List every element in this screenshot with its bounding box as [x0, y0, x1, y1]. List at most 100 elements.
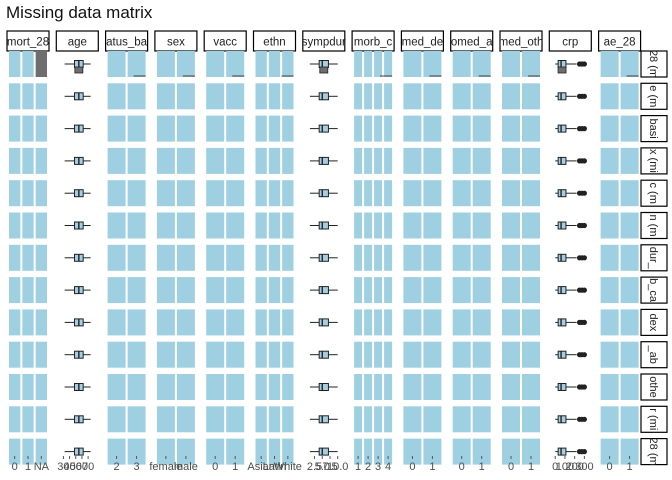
- outlier-crp-11-2: [581, 416, 587, 422]
- bar-comed_dexa-9-0: [403, 341, 422, 368]
- bar-comed_dexa-1-0: [403, 83, 422, 110]
- bar-comed_ab-11-1: [472, 406, 491, 433]
- bar-comorb_cat-7-3: [384, 277, 393, 304]
- row-strip-12: [640, 438, 668, 466]
- x-tick-label-ae_28-0: 0: [607, 461, 613, 473]
- bar-comorb_cat-8-0: [354, 309, 363, 336]
- bar-comed_other-3-0: [502, 147, 520, 174]
- bar-comorb_cat-5-3: [384, 212, 393, 239]
- bar-status_bas-12-1: [127, 438, 146, 465]
- bar-mort_28-1-0: [9, 83, 21, 110]
- bar-mort_28-11-1: [22, 406, 34, 433]
- x-tick-label-ae_28-1: 1: [627, 461, 633, 473]
- bar-ae_28-6-0: [600, 244, 619, 271]
- row-strip-label-4: c (m: [647, 183, 659, 204]
- bar-mort_28-4-1: [22, 180, 34, 207]
- bar-mort_28-10-1: [22, 374, 34, 400]
- bar-status_bas-9-0: [107, 341, 126, 368]
- bar-comed_dexa-10-0: [403, 374, 422, 400]
- bar-comed_dexa-0-1: [423, 51, 442, 77]
- bar-ae_28-12-0: [600, 438, 619, 465]
- bar-status_bas-12-0: [107, 438, 126, 465]
- bar-sex-6-1: [176, 244, 195, 271]
- bar-comed_other-4-1: [522, 180, 540, 207]
- bar-ae_28-2-0: [600, 115, 619, 142]
- bar-comed_other-2-1: [522, 115, 540, 142]
- x-tick-label-comorb_cat-1: 2: [365, 461, 371, 473]
- bar-mort_28-4-2: [35, 180, 47, 207]
- bar-comed_ab-8-1: [472, 309, 491, 336]
- bar-comorb_cat-10-0: [354, 374, 363, 400]
- x-tick-label-crp-0: 0: [552, 461, 558, 473]
- box-crp-12: [557, 447, 567, 456]
- bar-comed_dexa-8-1: [423, 309, 442, 336]
- bar-sex-8-0: [156, 309, 175, 336]
- x-tick-label-comorb_cat-3: 4: [385, 461, 391, 473]
- bar-comorb_cat-0-3: [384, 51, 393, 77]
- column-strip-label-comed_dexa: med_de: [402, 37, 444, 49]
- outlier-crp-9-2: [581, 352, 587, 358]
- bar-ae_28-10-0: [600, 374, 619, 400]
- bar-comorb_cat-5-0: [354, 212, 363, 239]
- bar-comorb_cat-4-1: [364, 180, 373, 207]
- x-tick-label-comed_other-0: 0: [508, 461, 514, 473]
- bar-comorb_cat-1-0: [354, 83, 363, 110]
- column-strip-label-mort_28: mort_28: [7, 37, 49, 49]
- x-tick-label-crp-1: 100: [556, 461, 574, 473]
- bar-comorb_cat-3-1: [364, 147, 373, 174]
- bar-comorb_cat-11-0: [354, 406, 363, 433]
- row-strip-label-6: dur_: [647, 247, 659, 270]
- x-tick-label-sympdur-3: 10.0: [327, 461, 348, 473]
- box-sympdur-12: [318, 447, 329, 456]
- bar-status_bas-4-1: [127, 180, 146, 207]
- bar-ethn-2-1: [268, 115, 281, 142]
- bar-comed_dexa-9-1: [423, 341, 442, 368]
- bar-comed_other-0-0: [502, 51, 520, 77]
- bar-mort_28-0-0: [9, 51, 21, 77]
- row-strip-5: [640, 211, 668, 240]
- bar-ae_28-2-1: [620, 115, 639, 142]
- column-strip-comed_dexa: [400, 30, 444, 52]
- bar-status_bas-5-1: [127, 212, 146, 239]
- x-tick-label-age-4: 70: [82, 461, 94, 473]
- bar-ethn-11-1: [268, 406, 281, 433]
- x-tick-label-mort_28-2: NA: [34, 461, 50, 473]
- column-strip-label-vacc: vacc: [213, 37, 237, 49]
- bar-comorb_cat-9-3: [384, 341, 393, 368]
- bar-ethn-9-0: [255, 341, 267, 368]
- box-crp-10: [557, 383, 567, 391]
- column-strip-label-comed_other: med_oth: [499, 37, 544, 49]
- column-strip-label-sympdur: sympdur: [302, 37, 346, 49]
- bar-comed_dexa-5-0: [403, 212, 422, 239]
- bar-ethn-4-2: [282, 180, 294, 207]
- bar-comed_dexa-3-0: [403, 147, 422, 174]
- bar-mort_28-1-2: [35, 83, 47, 110]
- bar-comorb_cat-10-1: [364, 374, 373, 400]
- column-strip-comed_other: [499, 30, 543, 52]
- bar-comed_dexa-11-0: [403, 406, 422, 433]
- outlier-crp-8-2: [581, 319, 587, 325]
- bar-vacc-3-0: [206, 147, 225, 174]
- x-tick-label-mort_28-1: 1: [25, 461, 31, 473]
- column-strip-label-comorb_cat: morb_c: [354, 37, 393, 49]
- bar-comorb_cat-12-2: [374, 438, 383, 465]
- bar-mort_28-7-1: [22, 277, 34, 304]
- bar-comed_other-6-1: [522, 244, 540, 271]
- missing-box-crp: [557, 66, 567, 74]
- bar-ethn-10-0: [255, 374, 267, 400]
- bar-ae_28-10-1: [620, 374, 639, 400]
- row-strip-10: [640, 373, 668, 401]
- box-sympdur-6: [318, 253, 329, 262]
- bar-comorb_cat-9-1: [364, 341, 373, 368]
- bar-mort_28-6-1: [22, 244, 34, 271]
- bar-comed_other-12-1: [522, 438, 540, 465]
- bar-ae_28-4-0: [600, 180, 619, 207]
- bar-ethn-4-0: [255, 180, 267, 207]
- bar-status_bas-0-1: [127, 51, 146, 77]
- bar-comorb_cat-6-0: [354, 244, 363, 271]
- bar-mort_28-2-1: [22, 115, 34, 142]
- bar-ethn-12-1: [268, 438, 281, 465]
- bar-comorb_cat-8-3: [384, 309, 393, 336]
- bar-comorb_cat-12-1: [364, 438, 373, 465]
- bar-vacc-0-0: [206, 51, 225, 77]
